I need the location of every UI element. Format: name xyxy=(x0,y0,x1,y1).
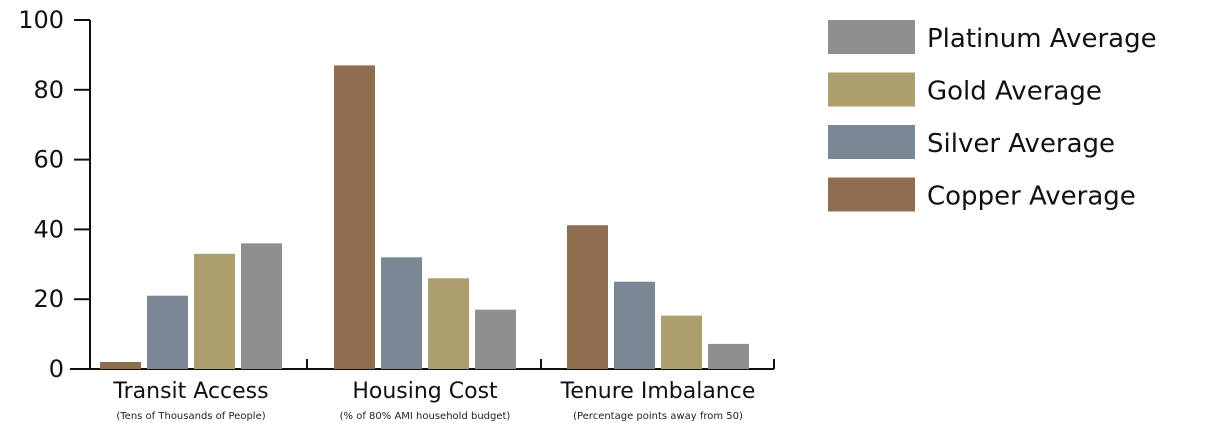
y-tick-label: 80 xyxy=(33,76,64,104)
bar-gold-average-transit-access xyxy=(194,253,235,369)
legend: Platinum Average Gold Average Silver Avera… xyxy=(828,20,1157,212)
x-category-subtitle: (Percentage points away from 50) xyxy=(573,411,743,422)
y-tick-label: 100 xyxy=(18,6,64,34)
bar-copper-average-transit-access xyxy=(100,362,141,369)
x-category-label: Tenure Imbalance xyxy=(560,379,756,404)
bar-platinum-average-tenure-imbalance xyxy=(708,343,749,369)
bar-silver-average-transit-access xyxy=(147,295,188,369)
bar-gold-average-tenure-imbalance xyxy=(661,315,702,369)
x-category-label: Housing Cost xyxy=(352,379,498,404)
bars xyxy=(100,65,749,370)
bar-copper-average-housing-cost xyxy=(334,65,375,370)
legend-swatch-gold-average xyxy=(828,72,915,107)
x-category-subtitle: (% of 80% AMI household budget) xyxy=(340,411,511,422)
y-tick-label: 20 xyxy=(33,285,64,313)
y-ticks: 0 20 40 60 80 100 xyxy=(18,6,90,383)
legend-swatch-silver-average xyxy=(828,125,915,159)
bar-copper-average-tenure-imbalance xyxy=(567,225,608,369)
y-tick-label: 60 xyxy=(33,146,64,174)
bar-platinum-average-housing-cost xyxy=(475,309,516,369)
legend-swatch-copper-average xyxy=(828,177,915,212)
legend-label-gold-average: Gold Average xyxy=(927,77,1102,107)
y-tick-label: 40 xyxy=(33,215,64,243)
legend-label-silver-average: Silver Average xyxy=(927,129,1115,159)
bar-platinum-average-transit-access xyxy=(241,243,282,369)
bar-silver-average-housing-cost xyxy=(381,257,422,369)
x-category-subtitle: (Tens of Thousands of People) xyxy=(116,411,265,422)
y-tick-label: 0 xyxy=(49,355,64,383)
legend-label-platinum-average: Platinum Average xyxy=(927,24,1157,54)
bar-silver-average-tenure-imbalance xyxy=(614,281,655,369)
legend-label-copper-average: Copper Average xyxy=(927,182,1136,212)
x-axis-labels: Transit Access (Tens of Thousands of Peop… xyxy=(112,359,775,422)
legend-swatch-platinum-average xyxy=(828,20,915,54)
x-category-label: Transit Access xyxy=(112,379,268,404)
bar-gold-average-housing-cost xyxy=(428,278,469,369)
